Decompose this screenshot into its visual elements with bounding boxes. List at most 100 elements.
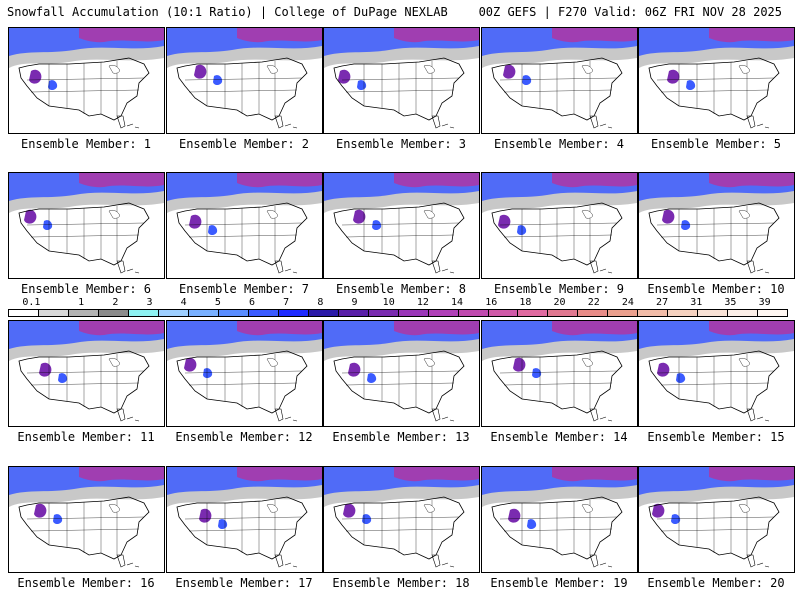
ensemble-member-label: Ensemble Member: 4: [493, 137, 625, 151]
ensemble-panel-5: [638, 27, 795, 134]
colorbar-tick-label: 8: [317, 297, 324, 308]
page-title: Snowfall Accumulation (10:1 Ratio) | Col…: [7, 5, 448, 19]
ensemble-panel-17: [166, 466, 323, 573]
snowfall-map: [9, 173, 164, 274]
colorbar-tick-label: 7: [283, 297, 290, 308]
ensemble-member-label: Ensemble Member: 18: [332, 576, 470, 590]
colorbar-tick-label: 12: [416, 297, 429, 308]
snowfall-map: [482, 467, 637, 568]
ensemble-member-label: Ensemble Member: 15: [647, 430, 785, 444]
ensemble-panel-4: [481, 27, 638, 134]
colorbar-cell: [728, 310, 759, 316]
colorbar-cell: [38, 310, 69, 316]
ensemble-panel-19: [481, 466, 638, 573]
header: Snowfall Accumulation (10:1 Ratio) | Col…: [0, 0, 800, 22]
colorbar-cell: [698, 310, 729, 316]
ensemble-member-label: Ensemble Member: 7: [178, 282, 310, 296]
colorbar-tick-label: 31: [690, 297, 703, 308]
ensemble-member-label: Ensemble Member: 20: [647, 576, 785, 590]
snowfall-map: [167, 173, 322, 274]
colorbar-cell: [248, 310, 279, 316]
colorbar-cell: [308, 310, 339, 316]
colorbar-tick-label: 6: [249, 297, 256, 308]
colorbar-tick-label: 4: [180, 297, 187, 308]
colorbar-cell: [578, 310, 609, 316]
colorbar-cell: [9, 310, 39, 316]
colorbar-tick-label: 2: [112, 297, 119, 308]
colorbar-cell: [488, 310, 519, 316]
colorbar-cell: [158, 310, 189, 316]
ensemble-panel-20: [638, 466, 795, 573]
colorbar-cell: [188, 310, 219, 316]
colorbar-tick-label: 24: [621, 297, 634, 308]
ensemble-member-label: Ensemble Member: 11: [17, 430, 155, 444]
ensemble-panel-14: [481, 320, 638, 427]
snowfall-map: [639, 173, 794, 274]
colorbar-labels: 0.1 1 2 3 4 5 6 7 8 9 10 12 14 16 18 20 22 24 27 31 35 39: [8, 298, 788, 308]
ensemble-panel-3: [323, 27, 480, 134]
colorbar-tick-label: 14: [451, 297, 464, 308]
ensemble-member-label: Ensemble Member: 9: [493, 282, 625, 296]
colorbar-cell: [368, 310, 399, 316]
snowfall-map: [324, 173, 479, 274]
colorbar-tick-label: 39: [758, 297, 771, 308]
ensemble-panel-12: [166, 320, 323, 427]
colorbar-tick-label: 10: [382, 297, 395, 308]
snowfall-map: [482, 321, 637, 422]
ensemble-panel-8: [323, 172, 480, 279]
ensemble-member-label: Ensemble Member: 6: [20, 282, 152, 296]
colorbar-cell: [398, 310, 429, 316]
colorbar-cell: [638, 310, 669, 316]
colorbar-tick-label: 9: [351, 297, 358, 308]
colorbar-cell: [548, 310, 579, 316]
ensemble-panel-2: [166, 27, 323, 134]
ensemble-panel-13: [323, 320, 480, 427]
ensemble-member-label: Ensemble Member: 3: [335, 137, 467, 151]
colorbar-cell: [218, 310, 249, 316]
ensemble-member-label: Ensemble Member: 10: [647, 282, 785, 296]
ensemble-panel-7: [166, 172, 323, 279]
colorbar-tick-label: 0.1: [22, 297, 41, 308]
colorbar-tick-label: 27: [656, 297, 669, 308]
snowfall-map: [324, 28, 479, 129]
colorbar-tick-label: 18: [519, 297, 532, 308]
snowfall-map: [324, 467, 479, 568]
colorbar-cell: [278, 310, 309, 316]
ensemble-member-label: Ensemble Member: 13: [332, 430, 470, 444]
ensemble-panel-16: [8, 466, 165, 573]
snowfall-map: [482, 28, 637, 129]
ensemble-member-label: Ensemble Member: 1: [20, 137, 152, 151]
colorbar-cell: [128, 310, 159, 316]
ensemble-panel-18: [323, 466, 480, 573]
colorbar-cell: [668, 310, 699, 316]
ensemble-panel-1: [8, 27, 165, 134]
snowfall-map: [167, 28, 322, 129]
colorbar-cell: [758, 310, 788, 316]
colorbar-cell: [68, 310, 99, 316]
ensemble-panel-11: [8, 320, 165, 427]
ensemble-member-label: Ensemble Member: 16: [17, 576, 155, 590]
snowfall-map: [639, 321, 794, 422]
ensemble-panel-15: [638, 320, 795, 427]
ensemble-member-label: Ensemble Member: 17: [175, 576, 313, 590]
snowfall-map: [167, 467, 322, 568]
ensemble-member-label: Ensemble Member: 8: [335, 282, 467, 296]
colorbar-tick-label: 16: [485, 297, 498, 308]
colorbar-scale: [8, 309, 788, 317]
snowfall-map: [639, 28, 794, 129]
colorbar-cell: [518, 310, 549, 316]
colorbar-cell: [338, 310, 369, 316]
ensemble-member-label: Ensemble Member: 2: [178, 137, 310, 151]
colorbar-tick-label: 22: [587, 297, 600, 308]
ensemble-panel-10: [638, 172, 795, 279]
colorbar-cell: [98, 310, 129, 316]
ensemble-member-label: Ensemble Member: 14: [490, 430, 628, 444]
snowfall-map: [9, 28, 164, 129]
ensemble-panel-6: [8, 172, 165, 279]
snowfall-map: [639, 467, 794, 568]
snowfall-map: [9, 321, 164, 422]
snowfall-map: [482, 173, 637, 274]
colorbar-tick-label: 1: [78, 297, 85, 308]
snowfall-map: [167, 321, 322, 422]
